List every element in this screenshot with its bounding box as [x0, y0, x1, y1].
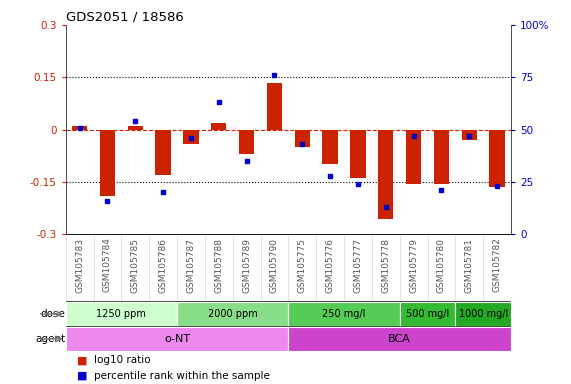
Bar [434, 130, 449, 184]
Text: GSM105780: GSM105780 [437, 238, 446, 293]
Text: GSM105781: GSM105781 [465, 238, 474, 293]
Text: GDS2051 / 18586: GDS2051 / 18586 [66, 11, 183, 24]
Text: GSM105778: GSM105778 [381, 238, 391, 293]
Text: GSM105776: GSM105776 [325, 238, 335, 293]
Text: 1000 mg/l: 1000 mg/l [459, 309, 508, 319]
Text: GSM105779: GSM105779 [409, 238, 418, 293]
Text: agent: agent [35, 334, 66, 344]
Text: BCA: BCA [388, 334, 411, 344]
Bar [239, 130, 254, 154]
Bar [461, 130, 477, 140]
Text: GSM105775: GSM105775 [297, 238, 307, 293]
Bar [72, 126, 87, 130]
Bar [177, 302, 288, 326]
Bar [66, 302, 177, 326]
Bar [288, 302, 400, 326]
Text: GSM105790: GSM105790 [270, 238, 279, 293]
Bar [400, 302, 456, 326]
Text: GSM105784: GSM105784 [103, 238, 112, 293]
Bar [295, 130, 310, 147]
Text: GSM105782: GSM105782 [493, 238, 502, 293]
Bar [456, 302, 511, 326]
Text: GSM105789: GSM105789 [242, 238, 251, 293]
Bar [183, 130, 199, 144]
Text: o-NT: o-NT [164, 334, 190, 344]
Text: dose: dose [41, 309, 66, 319]
Text: 2000 ppm: 2000 ppm [208, 309, 258, 319]
Bar [288, 327, 511, 351]
Bar [350, 130, 365, 179]
Text: log10 ratio: log10 ratio [94, 356, 151, 366]
Text: 250 mg/l: 250 mg/l [323, 309, 365, 319]
Text: 1250 ppm: 1250 ppm [96, 309, 146, 319]
Bar [66, 327, 288, 351]
Text: GSM105785: GSM105785 [131, 238, 140, 293]
Bar [100, 130, 115, 196]
Bar [406, 130, 421, 184]
Bar [323, 130, 338, 164]
Text: GSM105788: GSM105788 [214, 238, 223, 293]
Text: GSM105777: GSM105777 [353, 238, 363, 293]
Text: GSM105787: GSM105787 [186, 238, 195, 293]
Bar [378, 130, 393, 218]
Text: ■: ■ [77, 371, 87, 381]
Text: GSM105783: GSM105783 [75, 238, 84, 293]
Bar [267, 83, 282, 130]
Text: percentile rank within the sample: percentile rank within the sample [94, 371, 270, 381]
Bar [155, 130, 171, 175]
Bar [211, 122, 227, 130]
Text: GSM105786: GSM105786 [159, 238, 168, 293]
Text: 500 mg/l: 500 mg/l [406, 309, 449, 319]
Bar [127, 126, 143, 130]
Bar [489, 130, 505, 187]
Text: ■: ■ [77, 356, 87, 366]
